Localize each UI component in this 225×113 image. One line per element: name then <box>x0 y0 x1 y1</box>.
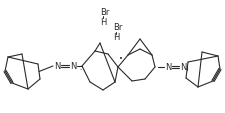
Text: N: N <box>70 62 76 71</box>
Text: Br: Br <box>113 23 123 32</box>
Text: •: • <box>119 55 123 61</box>
Text: N: N <box>54 62 60 71</box>
Text: H: H <box>113 33 119 42</box>
Text: H: H <box>100 17 106 26</box>
Text: N: N <box>180 63 186 72</box>
Text: ...: ... <box>79 66 84 71</box>
Text: N: N <box>165 63 171 72</box>
Text: Br: Br <box>100 7 110 16</box>
